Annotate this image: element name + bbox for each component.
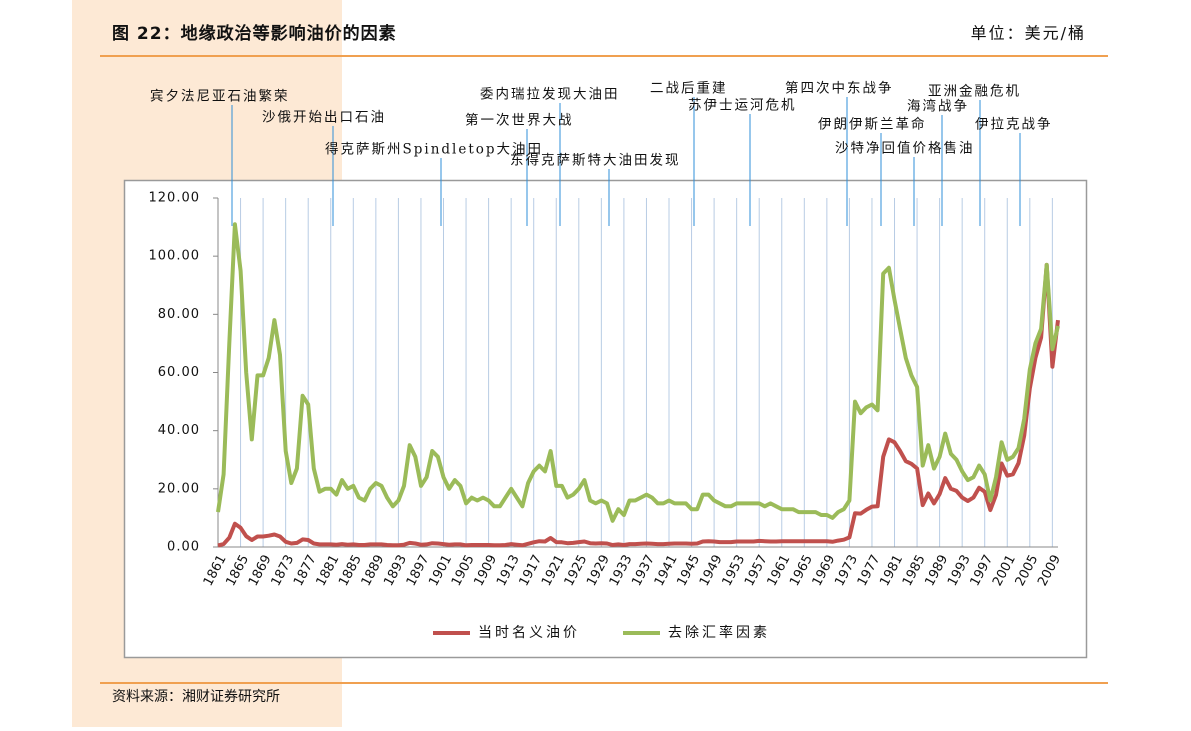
annotation: 亚洲金融危机: [928, 84, 1021, 100]
series-line: [217, 262, 1060, 548]
y-tick-label: 100.00: [149, 249, 201, 264]
annotation: 二战后重建: [650, 81, 728, 97]
y-tick-label: 80.00: [158, 307, 200, 322]
annotation: 第四次中东战争: [785, 80, 894, 97]
annotation: 委内瑞拉发现大油田: [480, 87, 620, 103]
annotation: 得克萨斯州Spindletop大油田: [325, 141, 543, 158]
annotation: 伊朗伊斯兰革命: [818, 116, 927, 133]
y-tick-label: 60.00: [158, 365, 200, 380]
annotation: 东得克萨斯特大油田发现: [510, 152, 681, 169]
annotation: 沙特净回值价格售油: [835, 141, 975, 157]
annotation: 伊拉克战争: [975, 117, 1053, 133]
annotation: 沙俄开始出口石油: [262, 110, 386, 126]
annotation: 海湾战争: [907, 98, 969, 115]
annotation: 第一次世界大战: [465, 112, 574, 129]
annotation: 宾夕法尼亚石油繁荣: [150, 89, 290, 105]
y-tick-label: 40.00: [158, 423, 200, 438]
legend-label: 去除汇率因素: [668, 624, 770, 641]
annotation: 苏伊士运河危机: [688, 98, 797, 114]
y-tick-label: 120.00: [149, 191, 201, 206]
y-tick-label: 20.00: [158, 481, 200, 496]
series-line: [216, 222, 1060, 523]
source-note: 资料来源：湘财证券研究所: [112, 689, 280, 705]
chart-frame: [123, 179, 1088, 659]
y-tick-label: 0.00: [167, 540, 200, 555]
figure-title: 图 22：地缘政治等影响油价的因素: [112, 23, 397, 44]
legend-label: 当时名义油价: [478, 625, 580, 641]
unit-label: 单位：美元/桶: [971, 24, 1086, 43]
